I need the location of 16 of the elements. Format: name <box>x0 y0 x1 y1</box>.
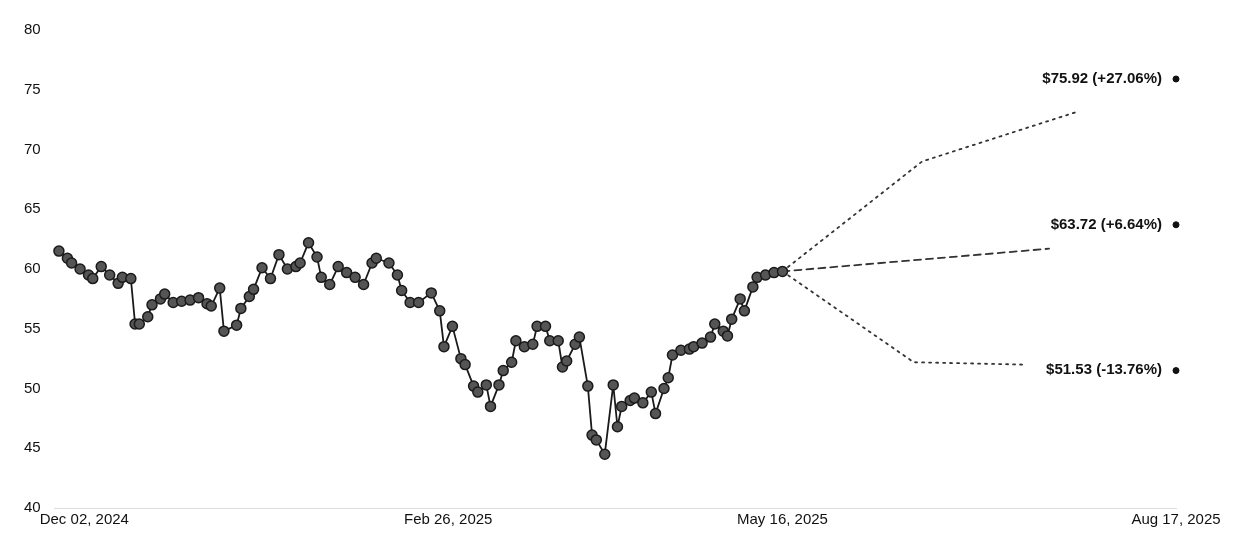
y-tick-label: 60 <box>24 259 41 277</box>
annotation: $63.72 (+6.64%) <box>1050 214 1162 232</box>
y-tick-label: 65 <box>24 199 41 217</box>
y-tick-label: 45 <box>24 438 41 456</box>
x-tick-label: Dec 02, 2024 <box>39 510 129 528</box>
x-tick-label: Feb 26, 2025 <box>404 510 493 528</box>
x-tick-label: Aug 17, 2025 <box>1131 510 1221 528</box>
y-tick-label: 70 <box>24 139 41 157</box>
y-tick-label: 55 <box>24 318 41 336</box>
y-tick-label: 50 <box>24 378 41 396</box>
y-tick-label: 40 <box>24 498 41 516</box>
y-tick-label: 75 <box>24 79 41 97</box>
annotation: $75.92 (+27.06%) <box>1042 68 1162 86</box>
annotation: $51.53 (-13.76%) <box>1046 360 1162 378</box>
y-tick-label: 80 <box>24 20 41 38</box>
x-tick-label: May 16, 2025 <box>737 510 828 528</box>
